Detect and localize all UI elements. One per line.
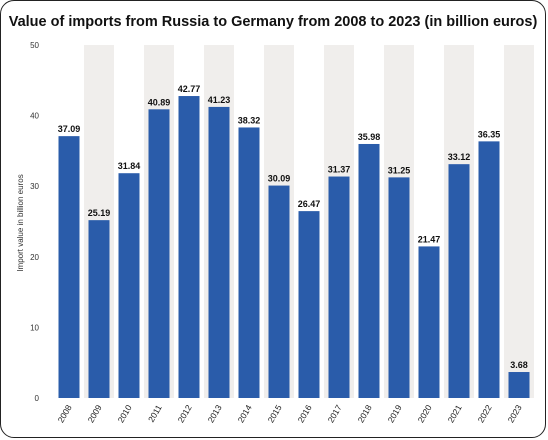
data-label: 41.23 <box>208 95 231 105</box>
bar <box>418 246 440 398</box>
x-tick-label: 2008 <box>56 403 74 425</box>
x-tick-label: 2016 <box>296 403 314 425</box>
bar <box>238 127 260 398</box>
data-label: 40.89 <box>148 97 171 107</box>
bar <box>388 177 410 398</box>
y-axis-label: Import value in billion euros <box>16 174 25 271</box>
x-tick-label: 2014 <box>236 403 254 425</box>
data-label: 30.09 <box>268 174 291 184</box>
bar <box>148 109 170 399</box>
bar <box>328 176 350 398</box>
x-tick-label: 2022 <box>476 403 494 425</box>
data-label: 42.77 <box>178 84 201 94</box>
bars <box>58 96 530 399</box>
x-tick-label: 2009 <box>86 403 104 425</box>
data-label: 33.12 <box>448 152 471 162</box>
bar <box>298 211 320 398</box>
data-label: 31.37 <box>328 165 351 175</box>
bar <box>448 164 470 398</box>
y-tick-label: 50 <box>30 41 39 50</box>
background-band <box>504 45 534 398</box>
bar <box>268 185 290 398</box>
x-axis-ticks: 2008 2009 2010 2011 2012 2013 2014 2015 2016 2017… <box>56 403 524 425</box>
data-label: 31.84 <box>118 161 141 171</box>
bar <box>508 372 530 398</box>
x-tick-label: 2015 <box>266 403 284 425</box>
y-tick-label: 40 <box>30 112 39 121</box>
bar <box>178 96 200 399</box>
data-label: 26.47 <box>298 199 321 209</box>
x-tick-label: 2023 <box>506 403 524 425</box>
data-label: 35.98 <box>358 132 381 142</box>
data-label: 37.09 <box>58 124 81 134</box>
bar <box>58 136 80 398</box>
x-tick-label: 2018 <box>356 403 374 425</box>
data-label: 21.47 <box>418 234 441 244</box>
data-label: 38.32 <box>238 115 261 125</box>
data-label: 36.35 <box>478 129 501 139</box>
bar <box>208 106 230 398</box>
y-axis-ticks: 0 10 20 30 40 50 <box>30 41 39 403</box>
x-tick-label: 2012 <box>176 403 194 425</box>
x-tick-label: 2011 <box>146 403 164 424</box>
y-tick-label: 10 <box>30 323 39 332</box>
x-tick-label: 2013 <box>206 403 224 425</box>
x-tick-label: 2010 <box>116 403 134 425</box>
data-labels: 37.09 25.19 31.84 40.89 42.77 41.23 38.32 30.09… <box>58 84 528 370</box>
bar <box>358 143 380 398</box>
y-tick-label: 20 <box>30 253 39 262</box>
y-tick-label: 30 <box>30 182 39 191</box>
x-tick-label: 2020 <box>416 403 434 425</box>
y-tick-label: 0 <box>35 394 40 403</box>
data-label: 31.25 <box>388 165 411 175</box>
bar <box>118 173 140 398</box>
x-tick-label: 2017 <box>326 403 344 425</box>
x-tick-label: 2019 <box>386 403 404 425</box>
data-label: 25.19 <box>88 208 111 218</box>
x-tick-label: 2021 <box>446 403 464 425</box>
bar <box>88 220 110 398</box>
chart-title: Value of imports from Russia to Germany … <box>8 14 538 30</box>
data-label: 3.68 <box>510 360 528 370</box>
bar <box>478 141 500 398</box>
